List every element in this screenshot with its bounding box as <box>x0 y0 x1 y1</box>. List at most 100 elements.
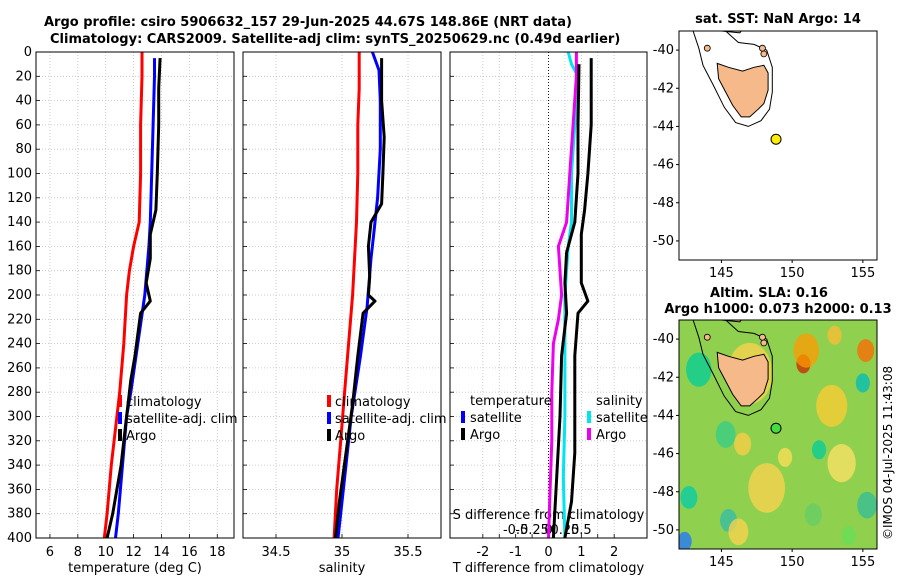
y-tick-label: 360 <box>7 482 32 497</box>
island <box>759 44 766 52</box>
lon-tick-label: 155 <box>850 266 875 281</box>
tasmania-landmass <box>716 62 769 118</box>
x-tick-label: 8 <box>74 545 82 560</box>
lat-tick-label: -40 <box>653 332 674 347</box>
y-tick-label: 320 <box>7 434 32 449</box>
sla-anomaly-blob <box>715 421 736 448</box>
y-tick-label: 100 <box>7 167 32 182</box>
tasmania-landmass <box>716 351 769 407</box>
y-tick-label: 0 <box>24 45 32 60</box>
s-tick-label: -0.25 <box>515 523 549 538</box>
y-tick-label: 300 <box>7 410 32 425</box>
y-tick-label: 380 <box>7 507 32 522</box>
sla-anomaly-blob <box>680 486 698 509</box>
y-tick-label: 240 <box>7 337 32 352</box>
lat-tick-label: -42 <box>653 81 674 96</box>
lat-tick-label: -44 <box>653 408 674 423</box>
legend-label: climatology <box>126 395 202 410</box>
figure-title-line1: Argo profile: csiro 5906632_157 29-Jun-2… <box>44 15 572 30</box>
lon-tick-label: 150 <box>780 555 805 570</box>
sla-anomaly-blob <box>686 352 712 387</box>
y-tick-label: 280 <box>7 385 32 400</box>
y-tick-label: 180 <box>7 264 32 279</box>
map-frame <box>678 319 878 550</box>
x-axis-label: T difference from climatology <box>452 561 645 576</box>
series-line-s-satellite <box>547 52 578 539</box>
panel-frame <box>449 51 648 539</box>
sla-map-title-line1: Altim. SLA: 0.16 <box>710 286 828 301</box>
sst-map-title: sat. SST: NaN Argo: 14 <box>695 12 861 27</box>
y-tick-label: 220 <box>7 312 32 327</box>
y-tick-label: 340 <box>7 458 32 473</box>
panel-salinity-profile: 34.5 35 35.5 salinity climatology satellite-a… <box>242 51 447 576</box>
sla-anomaly-blob <box>811 440 827 460</box>
x-tick-label: 35.5 <box>394 545 423 560</box>
sla-anomaly-blob <box>816 384 848 427</box>
x-axis-label: salinity <box>319 561 366 576</box>
y-tick-label: 260 <box>7 361 32 376</box>
x-tick-label: 12 <box>125 545 142 560</box>
series-line-argo-t-diff <box>563 58 593 539</box>
panel-frame <box>242 51 442 539</box>
panel-frame <box>35 51 235 539</box>
argo-float-marker <box>770 422 782 434</box>
island <box>703 44 711 52</box>
legend-label: Argo <box>126 429 156 444</box>
panel-sst-map: -40 -42 -44 -46 -48 -50 145 150 155 <box>653 30 878 281</box>
map-frame <box>678 30 878 261</box>
lon-tick-label: 155 <box>850 555 875 570</box>
lat-tick-label: -46 <box>653 158 674 173</box>
island <box>760 50 768 58</box>
lat-tick-label: -48 <box>653 196 674 211</box>
lat-tick-label: -46 <box>653 447 674 462</box>
x-tick-label: 0 <box>544 545 552 560</box>
lat-tick-label: -48 <box>653 485 674 500</box>
sla-anomaly-blob <box>841 526 856 546</box>
map-content <box>679 31 773 127</box>
sla-anomaly-blob <box>827 444 856 483</box>
series-line-argo <box>333 58 386 539</box>
legend-label: climatology <box>335 395 411 410</box>
sla-anomaly-blob <box>857 491 877 519</box>
sla-anomaly-blob <box>679 531 692 549</box>
x-tick-label: -1 <box>509 545 522 560</box>
island <box>759 333 766 341</box>
sla-anomaly-blob <box>748 463 786 513</box>
x-tick-label: 2 <box>610 545 618 560</box>
island <box>760 339 768 347</box>
series-line-climatology <box>102 52 144 539</box>
lat-tick-label: -50 <box>653 523 674 538</box>
lat-tick-label: -44 <box>653 119 674 134</box>
y-tick-label: 400 <box>7 531 32 546</box>
s-tick-label: -0.5 <box>503 523 528 538</box>
x-tick-label: 1 <box>577 545 585 560</box>
y-tick-label: 60 <box>15 118 32 133</box>
legend-label: Argo <box>596 428 626 443</box>
map-content <box>679 320 877 549</box>
x-axis-label: temperature (deg C) <box>68 561 202 576</box>
sla-anomaly-blob <box>728 518 749 546</box>
legend-label: satellite-adj. clim <box>335 412 447 427</box>
legend-label: satellite-adj. clim <box>126 412 238 427</box>
legend-title-temperature: temperature <box>470 394 552 409</box>
sla-anomaly-blob <box>827 325 842 345</box>
y-tick-label: 40 <box>15 94 32 109</box>
island <box>703 333 711 341</box>
sla-anomaly-blob <box>778 447 793 467</box>
lon-tick-label: 145 <box>709 555 734 570</box>
series-line-climatology <box>332 52 361 539</box>
lon-tick-label: 145 <box>709 266 734 281</box>
y-tick-label: 80 <box>15 142 32 157</box>
series-line-argo <box>105 58 162 539</box>
sla-anomaly-blob <box>804 503 822 527</box>
lat-tick-label: -50 <box>653 234 674 249</box>
x-tick-label: 35 <box>334 545 351 560</box>
legend-label: satellite <box>596 411 648 426</box>
y-tick-label: 200 <box>7 288 32 303</box>
sla-anomaly-blob <box>855 373 870 393</box>
legend-label: Argo <box>470 428 500 443</box>
shelf-contour <box>692 320 773 416</box>
x-tick-label: 10 <box>97 545 114 560</box>
sla-background <box>679 320 877 549</box>
x-tick-label: 16 <box>181 545 198 560</box>
